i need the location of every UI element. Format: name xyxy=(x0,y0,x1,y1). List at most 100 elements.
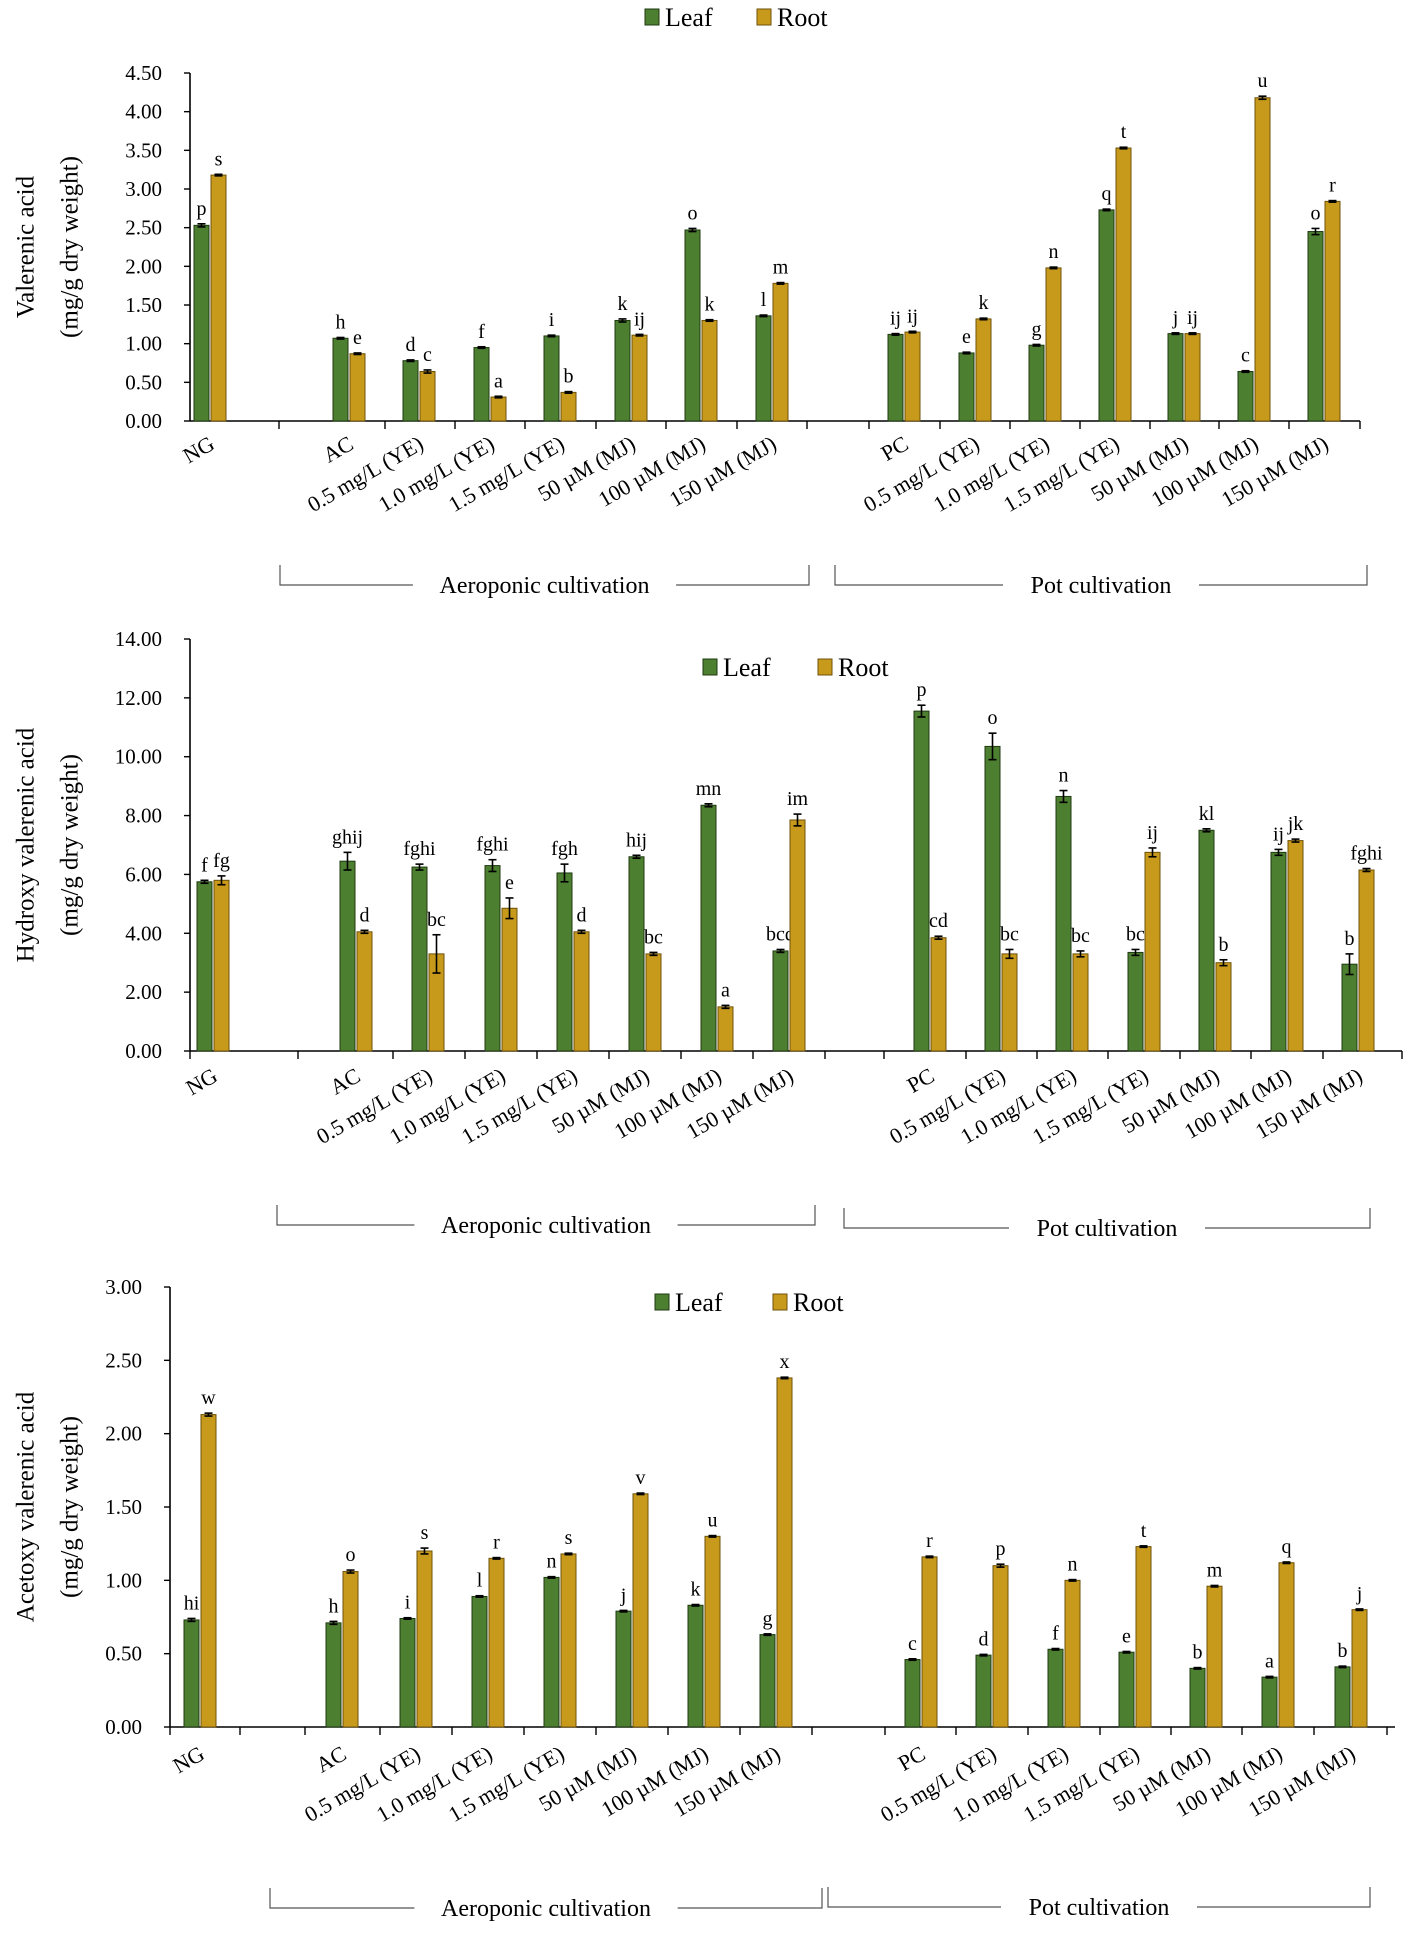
significance-letter: m xyxy=(773,257,789,279)
significance-letter: g xyxy=(1032,318,1042,340)
chart-panel-1: Leaf Root Valerenic acid (mg/g dry weight) 0… xyxy=(13,3,1368,599)
significance-letter: ghij xyxy=(332,826,363,848)
group-label: Pot cultivation xyxy=(1037,1216,1178,1242)
significance-letter: bc xyxy=(1000,923,1019,945)
bar-group: j ij xyxy=(1167,307,1201,422)
bar-root xyxy=(772,282,789,422)
significance-letter: u xyxy=(1258,70,1268,92)
bar-group: qt xyxy=(1098,121,1132,422)
y-axis-label-line: (mg/g dry weight) xyxy=(57,754,84,936)
bar-root xyxy=(704,1535,721,1728)
bar-root xyxy=(501,907,518,1052)
bar-group: he xyxy=(332,311,366,422)
significance-letter: n xyxy=(547,1551,557,1573)
legend-swatch-root xyxy=(772,1293,788,1311)
significance-letter: e xyxy=(962,326,971,348)
group-bracket: Pot cultivation xyxy=(843,1208,1371,1242)
significance-letter: cd xyxy=(929,910,948,932)
group-label: Pot cultivation xyxy=(1029,1895,1170,1921)
bar-group: ho xyxy=(325,1544,359,1728)
bar-leaf xyxy=(887,333,904,422)
bar-leaf xyxy=(1237,371,1254,422)
group-bracket: Pot cultivation xyxy=(827,1887,1371,1921)
significance-letter: i xyxy=(549,309,555,331)
y-tick-label: 2.50 xyxy=(105,1348,142,1372)
bar-root xyxy=(560,1553,577,1728)
bar-group: cu xyxy=(1237,70,1271,422)
bar-group: hi w xyxy=(183,1387,217,1728)
bar-root xyxy=(1045,267,1062,422)
bar-group: ns xyxy=(543,1527,577,1728)
legend: Leaf Root xyxy=(654,1288,844,1317)
bar-root xyxy=(1001,953,1018,1052)
significance-letter: j xyxy=(620,1584,627,1606)
bar-group: p cd xyxy=(913,679,948,1052)
significance-letter: b xyxy=(1219,934,1229,956)
bar-root xyxy=(921,1556,938,1728)
significance-letter: d xyxy=(360,904,370,926)
bar-group: fn xyxy=(1047,1554,1081,1728)
y-tick-label: 8.00 xyxy=(125,804,162,828)
significance-letter: h xyxy=(329,1595,339,1617)
bracket-line xyxy=(276,1205,415,1226)
significance-letter: hij xyxy=(626,829,647,851)
y-tick-label: 0.50 xyxy=(125,370,162,394)
bar-group: bcd im xyxy=(766,788,808,1052)
y-tick-label: 6.00 xyxy=(125,862,162,886)
significance-letter: fghi xyxy=(403,838,436,860)
significance-letter: n xyxy=(1068,1554,1078,1576)
bar-root xyxy=(1324,200,1341,422)
bar-leaf xyxy=(1198,829,1215,1052)
significance-letter: bc xyxy=(427,909,446,931)
significance-letter: k xyxy=(705,294,715,316)
bar-root xyxy=(717,1006,734,1052)
significance-letter: d xyxy=(406,334,416,356)
bar-group: fa xyxy=(473,321,507,422)
legend: Leaf Root xyxy=(702,653,889,682)
bar-leaf xyxy=(614,319,631,422)
chart-panel-2: Leaf Root Hydroxy valerenic acid (mg/g dry … xyxy=(13,627,1403,1242)
bar-root xyxy=(930,937,947,1052)
bar-root xyxy=(992,1565,1009,1728)
bar-root xyxy=(1144,851,1161,1052)
bar-root xyxy=(1135,1546,1152,1728)
bar-root xyxy=(1358,869,1375,1052)
bar-root xyxy=(416,1550,433,1728)
significance-letter: b xyxy=(1345,928,1355,950)
bar-leaf xyxy=(471,1595,488,1728)
significance-letter: f xyxy=(201,854,208,876)
bar-group: kl b xyxy=(1198,803,1232,1052)
bar-group: fghi bc xyxy=(403,838,446,1052)
significance-letter: k xyxy=(979,292,989,314)
bar-root xyxy=(200,1414,217,1728)
significance-letter: g xyxy=(763,1608,773,1630)
x-category-label: NG xyxy=(178,431,218,469)
bar-leaf xyxy=(183,1619,200,1728)
significance-letter: j xyxy=(1356,1583,1363,1605)
bar-group: n bc xyxy=(1055,765,1090,1052)
bar-leaf xyxy=(1341,963,1358,1052)
significance-letter: s xyxy=(565,1527,573,1549)
group-label: Aeroponic cultivation xyxy=(441,1896,651,1922)
significance-letter: e xyxy=(353,327,362,349)
y-axis-label-line: Hydroxy valerenic acid xyxy=(13,727,40,962)
significance-letter: s xyxy=(215,148,223,170)
bar-root xyxy=(1215,962,1232,1052)
significance-letter: b xyxy=(1338,1640,1348,1662)
bar-root xyxy=(210,174,227,422)
x-category-label: AC xyxy=(326,1063,365,1100)
bar-group: fghi e xyxy=(476,834,518,1052)
bar-group: f fg xyxy=(196,850,230,1052)
significance-letter: r xyxy=(926,1530,933,1552)
bar-root xyxy=(1206,1585,1223,1728)
bar-leaf xyxy=(196,881,213,1052)
bar-group: jv xyxy=(615,1467,649,1728)
legend-label-leaf: Leaf xyxy=(675,1288,723,1317)
legend-label-root: Root xyxy=(793,1288,844,1317)
significance-letter: ij xyxy=(1187,307,1198,329)
legend-label-leaf: Leaf xyxy=(665,3,713,32)
significance-letter: p xyxy=(197,198,207,220)
significance-letter: b xyxy=(564,366,574,388)
bar-root xyxy=(701,319,718,422)
bracket-line xyxy=(834,565,1003,586)
